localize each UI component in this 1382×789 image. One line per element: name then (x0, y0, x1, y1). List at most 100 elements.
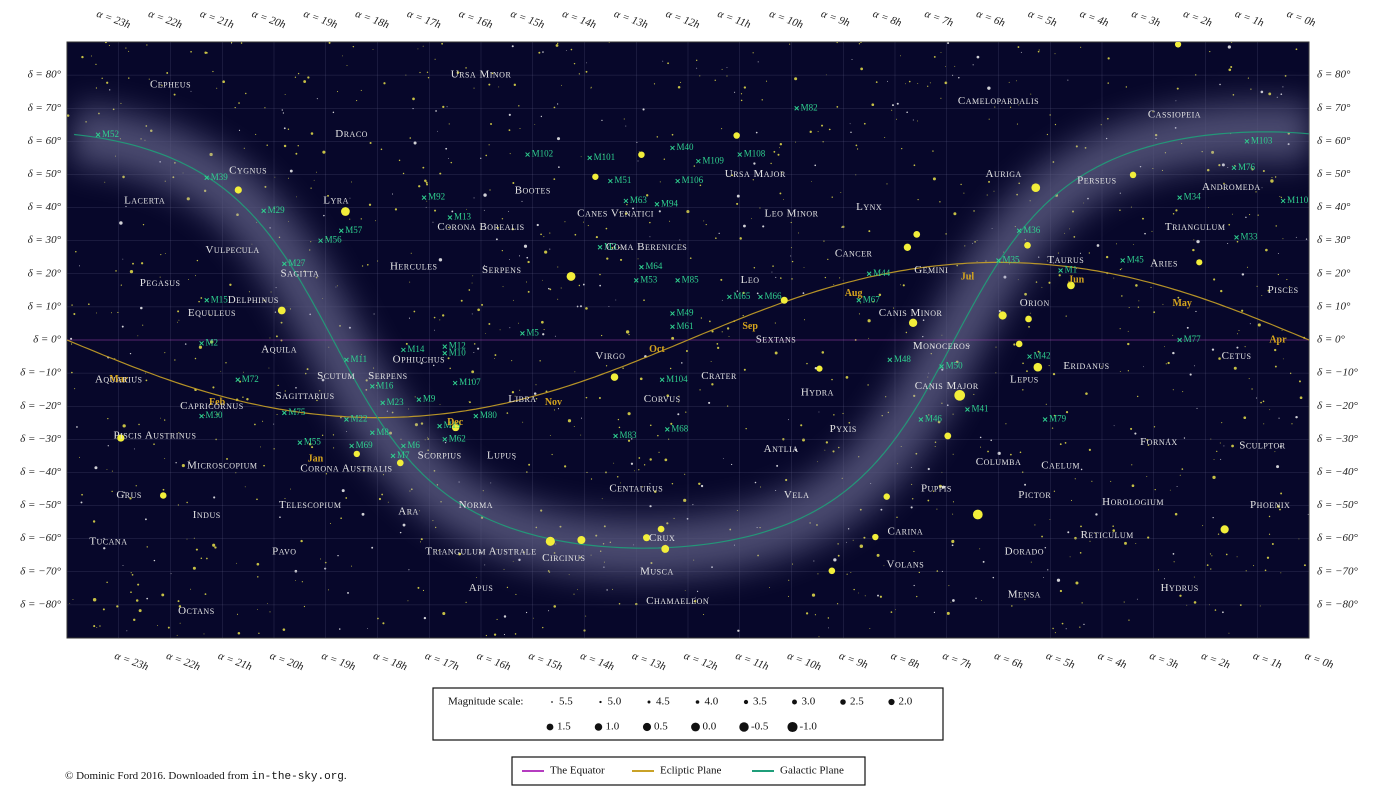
month-label: Feb (209, 397, 226, 408)
background-star (952, 513, 954, 515)
background-star (159, 276, 161, 278)
messier-label: M27 (288, 258, 306, 268)
background-star (257, 608, 258, 610)
messier-label: M35 (1003, 255, 1021, 265)
background-star (825, 441, 829, 444)
background-star (458, 552, 462, 556)
background-star (649, 458, 652, 461)
messier-marker (758, 294, 763, 300)
month-label: Jul (961, 271, 975, 282)
background-star (1172, 212, 1175, 215)
background-star (1088, 448, 1091, 451)
dec-tick-label-right: δ = 30° (1317, 234, 1351, 246)
background-star (1261, 187, 1263, 189)
constellation-label: Pictor (1018, 489, 1051, 501)
messier-marker (401, 443, 406, 449)
background-star (326, 237, 328, 239)
dec-tick-label-right: δ = 50° (1317, 168, 1351, 180)
background-star (282, 628, 286, 631)
background-star (381, 493, 384, 496)
bright-star (828, 567, 836, 575)
background-star (1172, 351, 1175, 355)
background-star (542, 279, 543, 281)
background-star (553, 605, 557, 608)
background-star (683, 498, 687, 502)
background-star (527, 260, 530, 264)
constellation-label: Vela (784, 489, 810, 501)
messier-label: M8 (376, 427, 389, 437)
dec-tick-label-right: δ = −50° (1317, 499, 1358, 511)
background-star (1018, 104, 1020, 106)
background-star (1073, 235, 1076, 238)
background-star (509, 327, 511, 329)
background-star (743, 86, 747, 89)
messier-label: M82 (801, 102, 818, 112)
magnitude-dot (647, 700, 651, 704)
background-star (1069, 556, 1071, 558)
bright-star (883, 493, 890, 500)
background-star (987, 450, 989, 453)
background-star (522, 421, 524, 423)
background-star (1127, 330, 1129, 332)
background-star (107, 418, 109, 420)
messier-label: M55 (304, 437, 322, 447)
ra-tick-label-top: α = 20h (250, 8, 288, 31)
background-star (323, 214, 325, 217)
constellation-label: Equuleus (188, 307, 236, 319)
magnitude-label: -1.0 (800, 721, 818, 733)
background-star (653, 490, 657, 493)
constellation-label: Indus (193, 509, 221, 521)
background-star (620, 482, 622, 484)
ra-tick-label-bottom: α = 8h (889, 650, 921, 672)
messier-label: M67 (863, 294, 881, 304)
background-star (1067, 531, 1070, 534)
ra-tick-label-top: α = 4h (1078, 8, 1110, 30)
background-star (901, 147, 903, 150)
background-star (1228, 68, 1232, 72)
background-star (618, 603, 621, 605)
background-star (1043, 577, 1044, 578)
constellation-label: Crater (701, 370, 737, 382)
background-star (198, 345, 203, 349)
background-star (378, 497, 382, 501)
messier-label: M68 (671, 423, 689, 433)
messier-label: M65 (733, 291, 751, 301)
background-star (465, 208, 467, 210)
background-star (1202, 525, 1204, 527)
messier-marker (297, 440, 303, 445)
background-star (484, 264, 486, 266)
background-star (266, 144, 268, 147)
background-star (427, 76, 430, 79)
background-star (813, 560, 815, 562)
background-star (1176, 486, 1178, 488)
constellation-label: Lupus (487, 449, 517, 461)
background-star (108, 44, 110, 46)
background-star (96, 626, 98, 628)
background-star (289, 169, 293, 173)
background-star (573, 593, 575, 595)
background-star (426, 183, 429, 186)
messier-marker (344, 417, 349, 422)
background-star (677, 413, 680, 416)
background-star (521, 200, 523, 202)
background-star (103, 547, 106, 550)
background-star (200, 557, 203, 560)
background-star (380, 148, 383, 151)
background-star (1119, 371, 1121, 372)
background-star (818, 411, 820, 413)
background-star (585, 307, 588, 310)
messier-marker (887, 357, 893, 363)
background-star (481, 303, 484, 306)
background-star (922, 319, 925, 321)
background-star (126, 630, 128, 632)
bright-star (277, 306, 286, 315)
magnitude-dot (792, 699, 797, 705)
background-star (905, 83, 906, 85)
background-star (659, 181, 661, 183)
ra-tick-label-top: α = 5h (1026, 8, 1058, 30)
ra-tick-label-bottom: α = 10h (786, 650, 824, 673)
background-star (649, 505, 652, 508)
background-star (508, 211, 509, 212)
background-star (549, 434, 551, 436)
